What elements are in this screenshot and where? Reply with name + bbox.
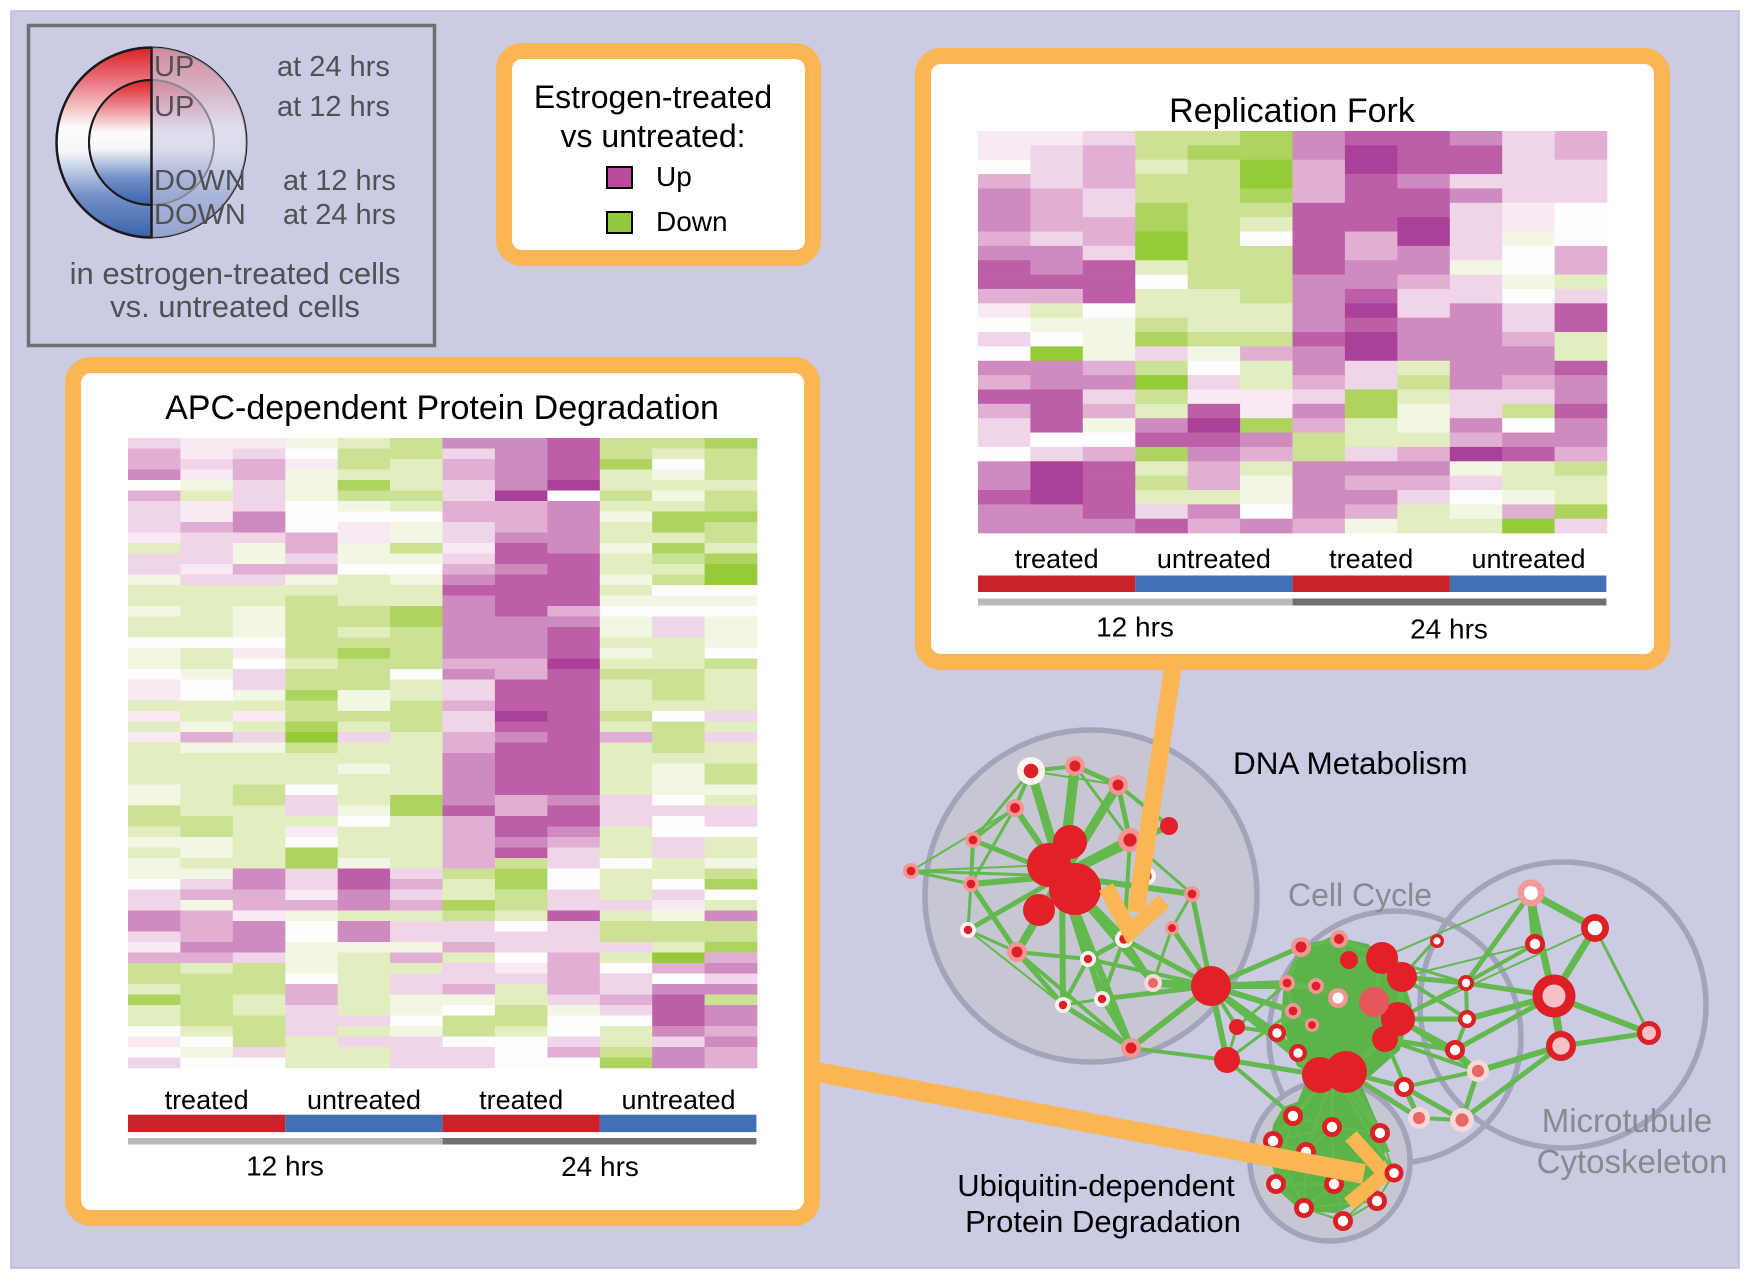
svg-text:at 12 hrs: at 12 hrs bbox=[283, 165, 396, 197]
svg-text:untreated: untreated bbox=[621, 1085, 735, 1115]
svg-text:at 24 hrs: at 24 hrs bbox=[277, 51, 390, 83]
svg-text:Microtubule: Microtubule bbox=[1542, 1102, 1713, 1139]
svg-text:at 12 hrs: at 12 hrs bbox=[277, 91, 390, 123]
svg-text:DNA Metabolism: DNA Metabolism bbox=[1233, 745, 1468, 781]
svg-text:treated: treated bbox=[1329, 544, 1413, 574]
svg-text:Down: Down bbox=[656, 206, 728, 237]
svg-text:Replication Fork: Replication Fork bbox=[1169, 92, 1416, 130]
svg-text:12 hrs: 12 hrs bbox=[246, 1151, 324, 1182]
svg-text:12 hrs: 12 hrs bbox=[1096, 612, 1174, 643]
svg-text:Cytoskeleton: Cytoskeleton bbox=[1537, 1143, 1728, 1180]
svg-text:24 hrs: 24 hrs bbox=[561, 1151, 639, 1182]
svg-text:APC-dependent Protein Degradat: APC-dependent Protein Degradation bbox=[165, 389, 719, 427]
svg-text:DOWN: DOWN bbox=[154, 165, 246, 197]
svg-text:treated: treated bbox=[1015, 544, 1099, 574]
svg-text:vs untreated:: vs untreated: bbox=[561, 118, 746, 154]
svg-text:UP: UP bbox=[154, 51, 194, 83]
svg-text:24 hrs: 24 hrs bbox=[1410, 614, 1488, 645]
svg-text:at 24 hrs: at 24 hrs bbox=[283, 199, 396, 231]
svg-text:treated: treated bbox=[165, 1085, 249, 1115]
svg-text:UP: UP bbox=[154, 91, 194, 123]
svg-text:Protein Degradation: Protein Degradation bbox=[965, 1204, 1241, 1239]
svg-text:Ubiquitin-dependent: Ubiquitin-dependent bbox=[957, 1168, 1235, 1203]
svg-text:in estrogen-treated cells: in estrogen-treated cells bbox=[70, 256, 401, 291]
svg-text:Cell Cycle: Cell Cycle bbox=[1288, 877, 1432, 913]
svg-text:untreated: untreated bbox=[1157, 544, 1271, 574]
svg-text:vs. untreated cells: vs. untreated cells bbox=[110, 289, 360, 324]
svg-text:untreated: untreated bbox=[1471, 544, 1585, 574]
svg-text:DOWN: DOWN bbox=[154, 199, 246, 231]
svg-text:treated: treated bbox=[479, 1085, 563, 1115]
svg-text:Estrogen-treated: Estrogen-treated bbox=[534, 79, 772, 115]
svg-text:Up: Up bbox=[656, 161, 692, 192]
svg-text:untreated: untreated bbox=[307, 1085, 421, 1115]
